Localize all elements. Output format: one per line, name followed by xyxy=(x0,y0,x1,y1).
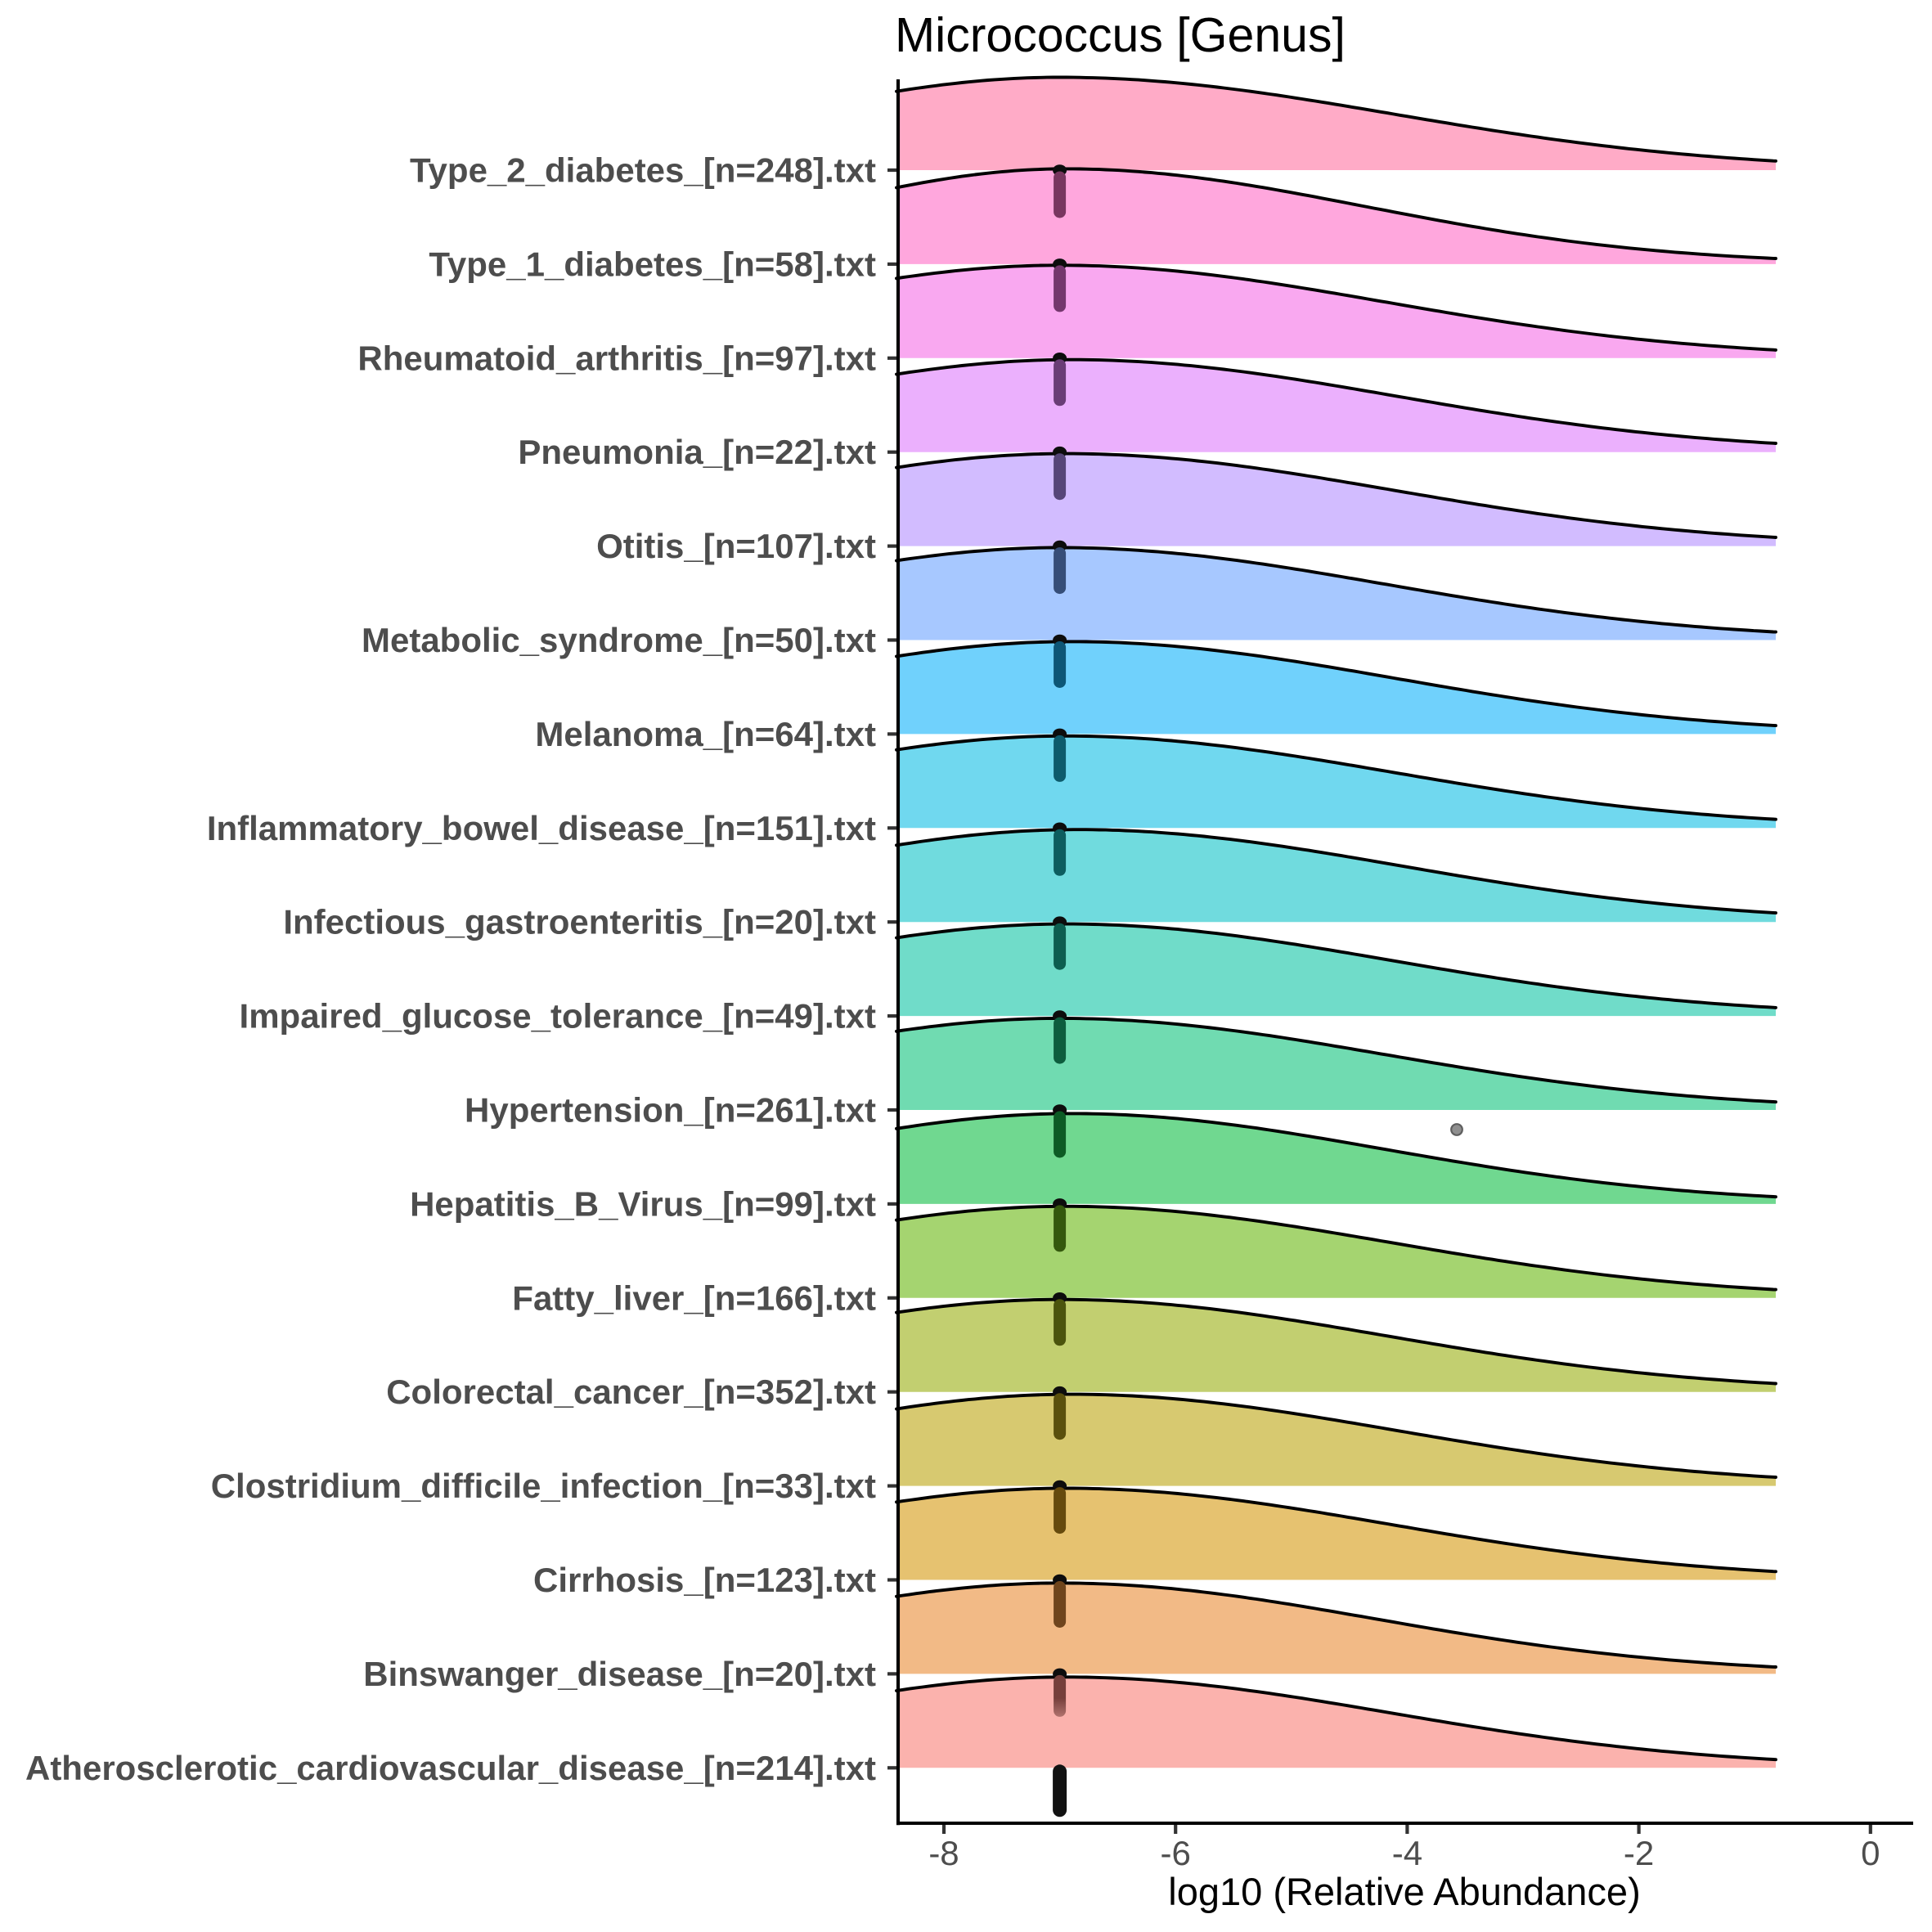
svg-text:Pneumonia_[n=22].txt: Pneumonia_[n=22].txt xyxy=(518,433,876,471)
svg-text:Fatty_liver_[n=166].txt: Fatty_liver_[n=166].txt xyxy=(512,1278,876,1317)
svg-text:Hypertension_[n=261].txt: Hypertension_[n=261].txt xyxy=(465,1091,876,1130)
svg-text:Infectious_gastroenteritis_[n=: Infectious_gastroenteritis_[n=20].txt xyxy=(283,903,876,941)
svg-text:log10 (Relative Abundance): log10 (Relative Abundance) xyxy=(1168,1870,1640,1913)
svg-text:Inflammatory_bowel_disease_[n=: Inflammatory_bowel_disease_[n=151].txt xyxy=(207,809,876,847)
svg-text:Hepatitis_B_Virus_[n=99].txt: Hepatitis_B_Virus_[n=99].txt xyxy=(410,1184,876,1223)
svg-text:Rheumatoid_arthritis_[n=97].tx: Rheumatoid_arthritis_[n=97].txt xyxy=(357,339,876,377)
svg-text:Impaired_glucose_tolerance_[n=: Impaired_glucose_tolerance_[n=49].txt xyxy=(240,997,876,1036)
svg-text:Colorectal_cancer_[n=352].txt: Colorectal_cancer_[n=352].txt xyxy=(386,1373,876,1411)
svg-text:Cirrhosis_[n=123].txt: Cirrhosis_[n=123].txt xyxy=(533,1561,876,1599)
svg-text:Type_2_diabetes_[n=248].txt: Type_2_diabetes_[n=248].txt xyxy=(410,151,876,190)
svg-text:Melanoma_[n=64].txt: Melanoma_[n=64].txt xyxy=(535,715,876,753)
svg-text:-8: -8 xyxy=(928,1834,959,1872)
svg-text:Micrococcus [Genus]: Micrococcus [Genus] xyxy=(895,8,1346,62)
svg-text:Clostridium_difficile_infectio: Clostridium_difficile_infection_[n=33].t… xyxy=(211,1467,876,1505)
svg-text:-4: -4 xyxy=(1392,1834,1422,1872)
svg-text:Binswanger_disease_[n=20].txt: Binswanger_disease_[n=20].txt xyxy=(363,1655,876,1693)
svg-text:Otitis_[n=107].txt: Otitis_[n=107].txt xyxy=(596,527,876,565)
svg-text:Atherosclerotic_cardiovascular: Atherosclerotic_cardiovascular_disease_[… xyxy=(25,1749,876,1787)
svg-text:Type_1_diabetes_[n=58].txt: Type_1_diabetes_[n=58].txt xyxy=(429,245,876,283)
svg-text:Metabolic_syndrome_[n=50].txt: Metabolic_syndrome_[n=50].txt xyxy=(362,621,876,659)
svg-text:0: 0 xyxy=(1861,1834,1880,1872)
svg-text:-2: -2 xyxy=(1624,1834,1654,1872)
svg-text:-6: -6 xyxy=(1161,1834,1191,1872)
